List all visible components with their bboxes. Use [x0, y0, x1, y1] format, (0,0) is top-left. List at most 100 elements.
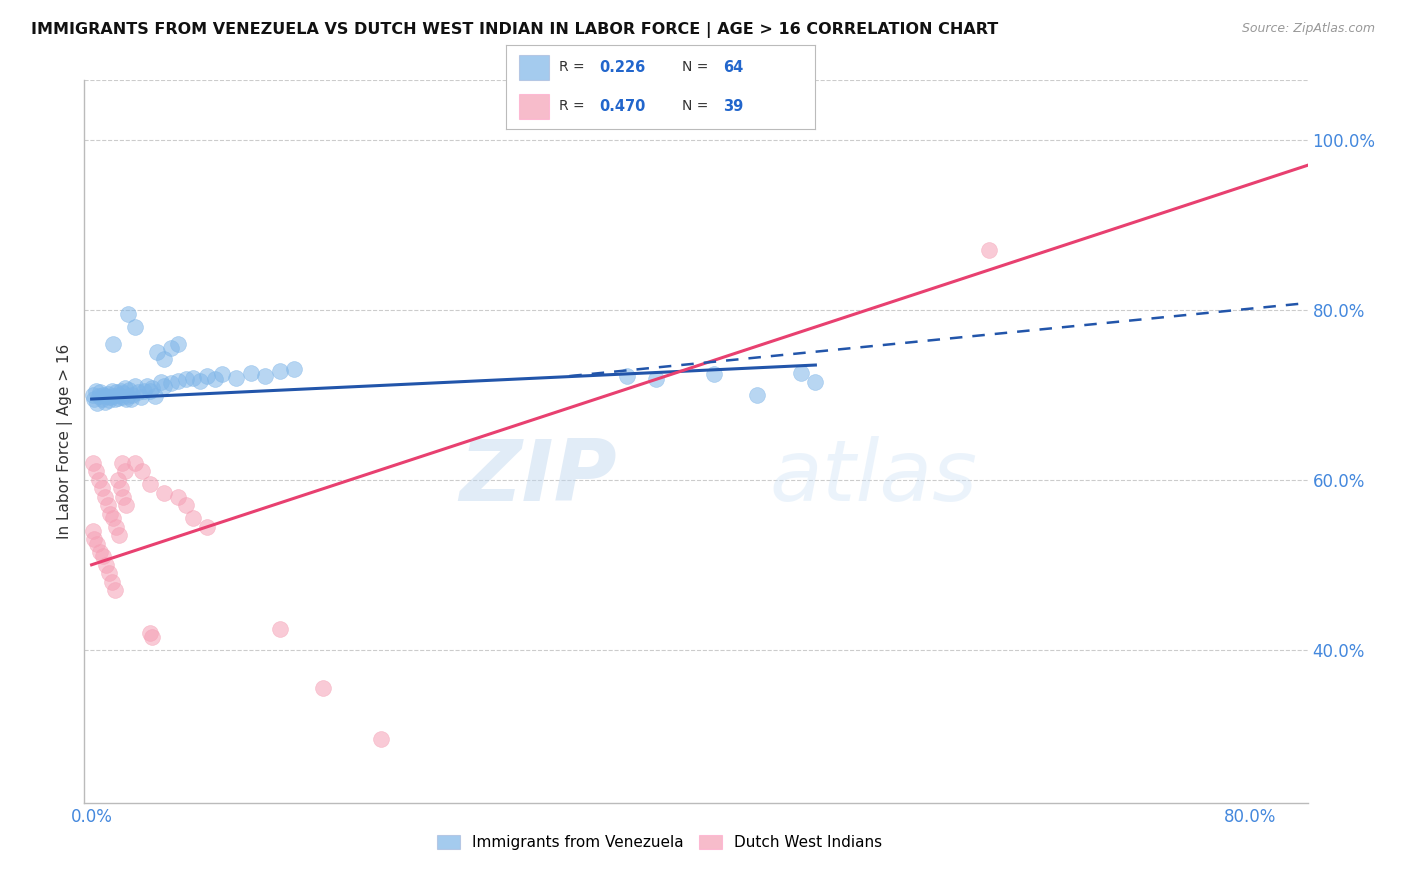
Point [117, 307, 139, 321]
Point [118, 383, 141, 397]
Text: R =: R = [558, 61, 589, 74]
Point [110, 481, 132, 495]
Text: N =: N = [682, 61, 713, 74]
Point [174, 498, 197, 512]
Point [153, 352, 176, 367]
Point [117, 389, 139, 403]
Point [225, 371, 247, 385]
Point [96, 498, 118, 512]
Point [167, 374, 190, 388]
Point [86, 536, 108, 550]
Point [747, 388, 769, 402]
Text: Source: ZipAtlas.com: Source: ZipAtlas.com [1241, 22, 1375, 36]
Text: N =: N = [682, 100, 713, 113]
Point [114, 464, 136, 478]
Point [167, 336, 190, 351]
Point [104, 583, 127, 598]
Point [138, 625, 160, 640]
Text: atlas: atlas [769, 436, 977, 519]
Point [90, 392, 112, 406]
Point [111, 456, 134, 470]
Point [141, 381, 163, 395]
Point [83, 392, 105, 406]
Point [141, 630, 163, 644]
Text: IMMIGRANTS FROM VENEZUELA VS DUTCH WEST INDIAN IN LABOR FORCE | AGE > 16 CORRELA: IMMIGRANTS FROM VENEZUELA VS DUTCH WEST … [31, 22, 998, 38]
Point [153, 379, 176, 393]
Point [84, 464, 107, 478]
Point [197, 519, 219, 533]
Point [124, 456, 146, 470]
Point [121, 388, 143, 402]
Text: 0.226: 0.226 [599, 60, 645, 75]
Point [103, 336, 125, 351]
Text: R =: R = [558, 100, 589, 113]
Point [269, 622, 291, 636]
Point [174, 372, 197, 386]
Point [87, 389, 110, 403]
Point [96, 387, 118, 401]
Point [129, 390, 152, 404]
Point [616, 369, 638, 384]
Point [110, 384, 132, 399]
Point [703, 367, 725, 381]
Point [94, 558, 117, 572]
Point [86, 396, 108, 410]
Point [105, 519, 128, 533]
Point [89, 545, 111, 559]
Point [269, 364, 291, 378]
Point [82, 456, 104, 470]
Point [115, 498, 138, 512]
Point [127, 385, 149, 400]
Point [111, 390, 134, 404]
Point [98, 392, 121, 407]
Point [112, 386, 135, 401]
Point [101, 574, 124, 589]
Point [135, 379, 157, 393]
Point [83, 533, 105, 547]
Point [312, 681, 335, 695]
Point [101, 384, 124, 399]
Point [211, 368, 233, 382]
Point [132, 384, 155, 399]
Y-axis label: In Labor Force | Age > 16: In Labor Force | Age > 16 [58, 344, 73, 539]
Point [103, 511, 125, 525]
Point [790, 366, 813, 380]
Point [120, 392, 142, 406]
Point [138, 384, 160, 398]
Point [93, 490, 115, 504]
Point [160, 341, 183, 355]
Point [82, 388, 104, 402]
Point [105, 385, 128, 400]
Point [804, 375, 827, 389]
Point [107, 391, 129, 405]
Point [100, 507, 122, 521]
Point [197, 369, 219, 384]
Point [98, 566, 121, 581]
Point [91, 388, 114, 402]
FancyBboxPatch shape [519, 54, 550, 80]
Point [94, 389, 117, 403]
Point [239, 366, 262, 380]
Point [283, 362, 305, 376]
Point [160, 376, 183, 390]
Point [100, 390, 122, 404]
Point [153, 485, 176, 500]
Point [114, 381, 136, 395]
Point [124, 379, 146, 393]
Point [150, 375, 173, 389]
Point [204, 372, 226, 386]
Point [112, 490, 135, 504]
Point [645, 372, 668, 386]
Point [103, 389, 125, 403]
Point [138, 477, 160, 491]
Point [167, 490, 190, 504]
Point [115, 392, 138, 406]
Text: 64: 64 [723, 60, 742, 75]
Point [254, 369, 277, 384]
Text: 39: 39 [723, 99, 742, 114]
Legend: Immigrants from Venezuela, Dutch West Indians: Immigrants from Venezuela, Dutch West In… [430, 830, 889, 856]
Point [977, 244, 1000, 258]
Point [145, 345, 167, 359]
Point [131, 464, 153, 478]
Text: ZIP: ZIP [458, 436, 616, 519]
